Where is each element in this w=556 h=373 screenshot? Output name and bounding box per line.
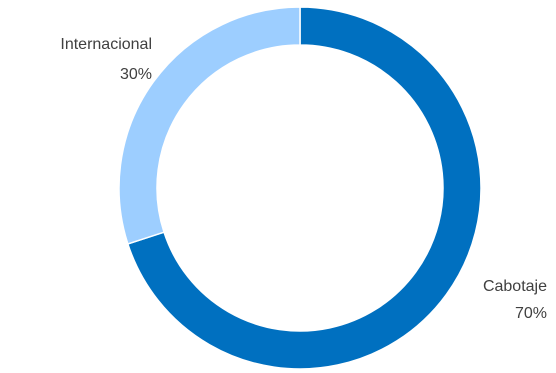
slice-cabotaje — [126, 6, 482, 370]
value-label-cabotaje: 70% — [515, 305, 547, 322]
category-label-internacional: Internacional — [60, 36, 152, 53]
value-label-internacional: 30% — [120, 66, 152, 83]
category-label-cabotaje: Cabotaje — [483, 278, 547, 295]
donut-slices — [118, 6, 482, 370]
slice-labels: Cabotaje 70% Internacional 30% — [60, 36, 547, 322]
slice-internacional — [118, 6, 301, 245]
